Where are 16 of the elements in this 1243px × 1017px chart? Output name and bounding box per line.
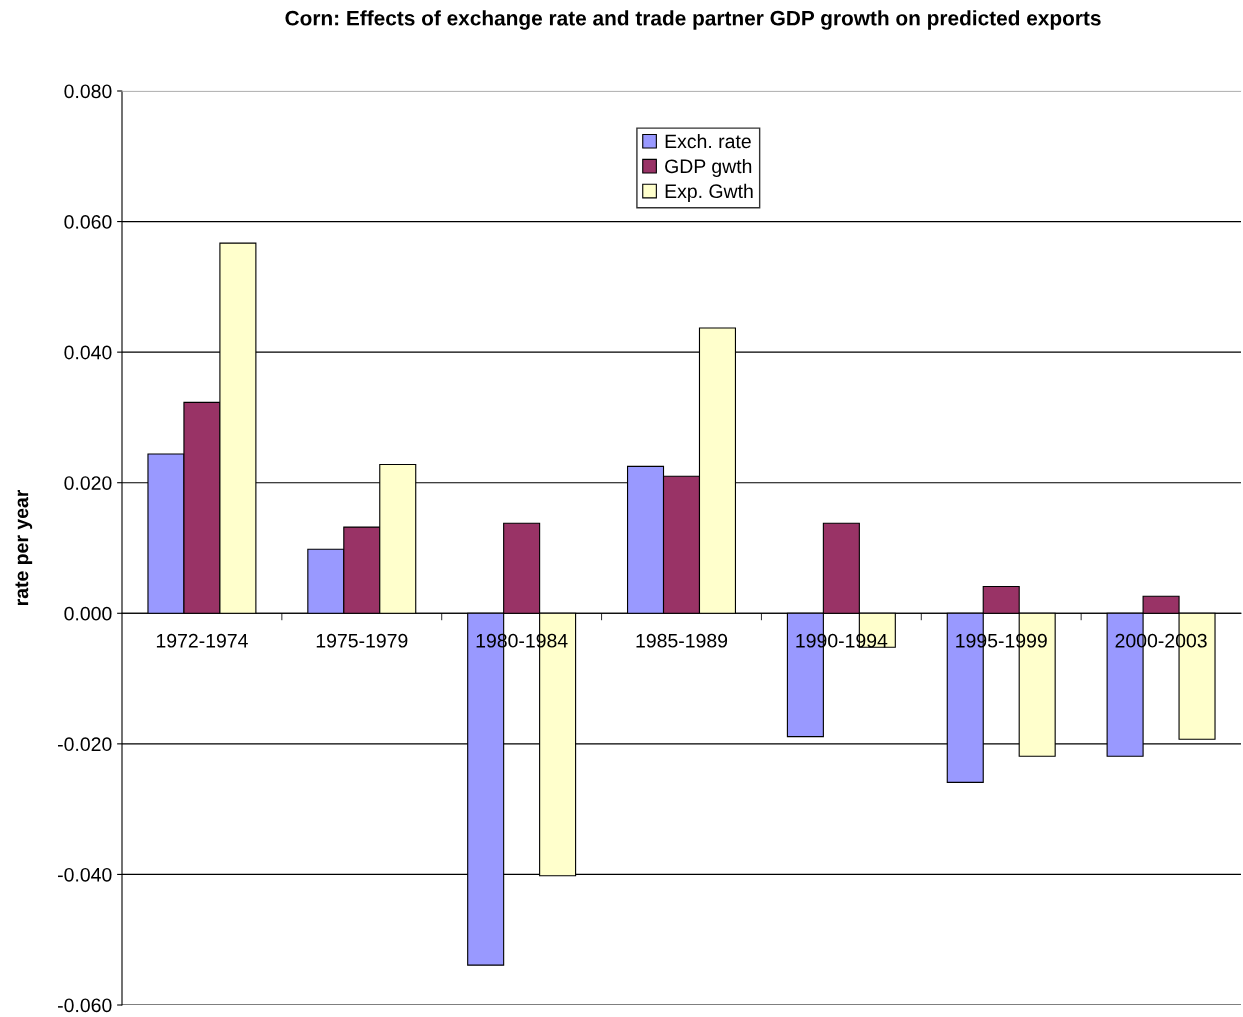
chart-title: Corn: Effects of exchange rate and trade partner GDP growth on predicted exports xyxy=(285,10,1101,30)
y-tick-label: -0.020 xyxy=(58,737,112,752)
legend-label: GDP gwth xyxy=(665,158,752,178)
legend-label: Exch. rate xyxy=(665,133,751,149)
x-tick-label: 1975-1979 xyxy=(316,633,408,648)
y-tick-label: 0.080 xyxy=(64,84,112,99)
y-tick-label: -0.060 xyxy=(58,998,112,1013)
x-tick-label: 1972-1974 xyxy=(156,633,248,648)
y-tick-label: 0.000 xyxy=(64,606,112,621)
y-tick-label: -0.040 xyxy=(58,867,112,882)
y-tick-label: 0.060 xyxy=(64,215,112,229)
y-axis-title: rate per year xyxy=(15,489,33,606)
legend-label: Exp. Gwth xyxy=(665,183,753,202)
y-tick-label: 0.040 xyxy=(64,345,112,360)
x-tick-label: 1985-1989 xyxy=(636,633,728,648)
y-tick-label: 0.020 xyxy=(64,476,112,490)
